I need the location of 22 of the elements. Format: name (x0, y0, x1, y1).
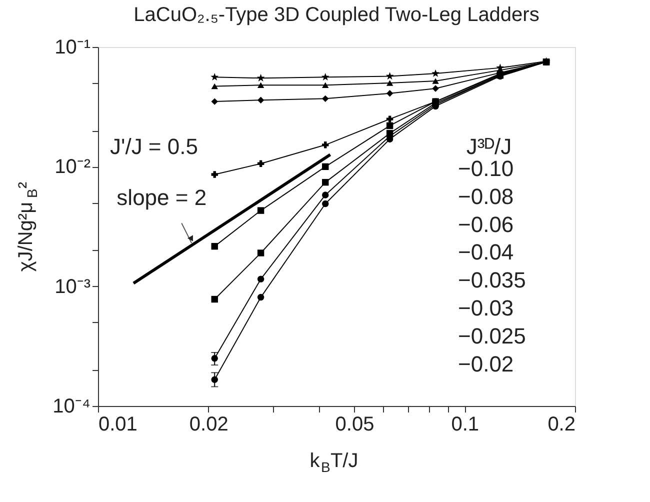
chart-title: LaCuO₂.₅-Type 3D Coupled Two-Leg Ladders (134, 4, 540, 26)
annotation: J³ᴰ/J (466, 134, 512, 159)
annotation: −0.035 (458, 268, 526, 293)
annotation: −0.08 (458, 184, 514, 209)
y-tick-label: 10⁻⁴ (52, 396, 90, 418)
x-tick-label: 0.01 (98, 414, 138, 436)
y-tick-label: 10⁻² (54, 156, 91, 178)
annotation: slope = 2 (116, 185, 207, 210)
annotation: −0.10 (458, 156, 514, 181)
x-tick-label: 0.02 (189, 414, 228, 436)
y-tick-label: 10⁻¹ (54, 36, 91, 58)
x-tick-label: 0.1 (451, 414, 480, 436)
y-tick-label: 10⁻³ (54, 276, 91, 298)
annotation: −0.02 (458, 351, 514, 376)
annotation: −0.06 (458, 212, 514, 237)
annotation: −0.03 (458, 296, 514, 320)
annotation: −0.04 (458, 240, 514, 265)
y-axis-title: χJ/Ng²μB² (15, 182, 40, 272)
x-tick-label: 0.2 (548, 414, 576, 436)
x-tick-label: 0.05 (335, 414, 374, 436)
annotation: −0.025 (458, 323, 526, 348)
annotation: J'/J = 0.5 (110, 134, 198, 159)
